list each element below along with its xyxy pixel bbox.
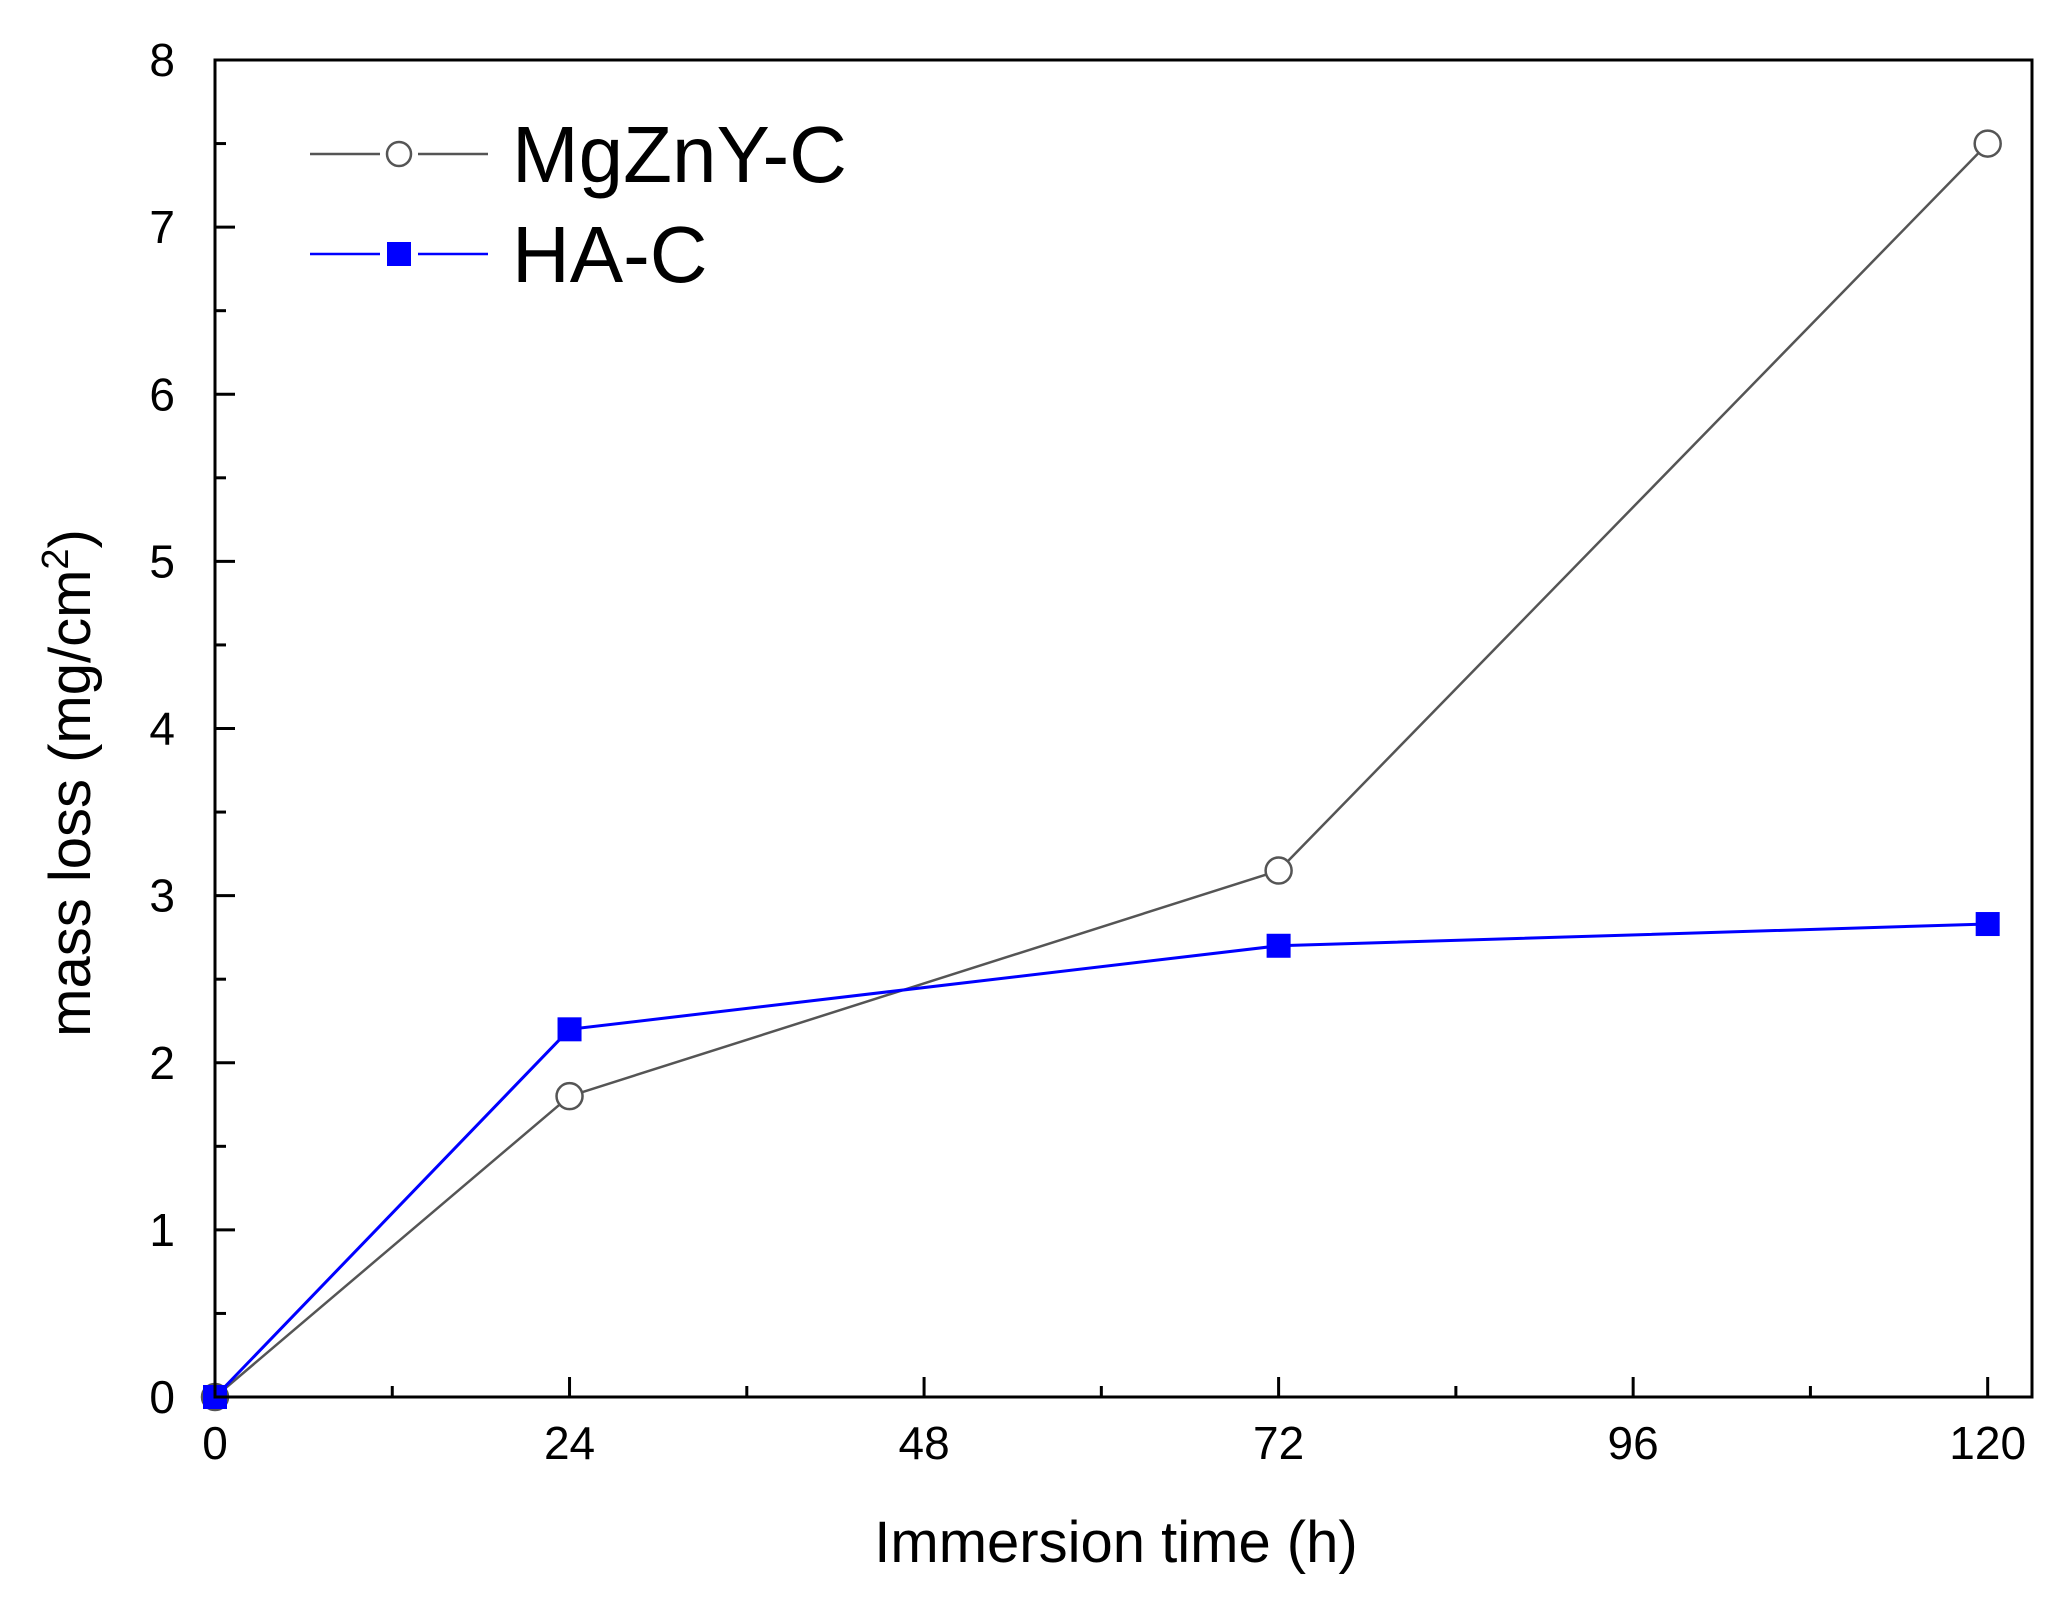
ticks-layer — [213, 58, 1990, 1399]
y-axis-title-main: mass loss (mg/cm — [38, 570, 103, 1037]
legend-marker-mgzny — [385, 140, 413, 168]
y-axis-title-sup: 2 — [35, 548, 77, 569]
point-mgzny-c-72 — [1264, 856, 1293, 885]
y-axis-title-close: ) — [38, 529, 103, 548]
y-tick-label-5: 5 — [149, 535, 175, 587]
x-tick-label-0: 0 — [202, 1417, 228, 1469]
y-tick-label-7: 7 — [149, 201, 175, 253]
tick-labels-layer: 0 24 48 72 96 120 0 1 2 3 4 5 6 7 8 — [149, 34, 2026, 1469]
legend-label-ha: HA-C — [512, 210, 708, 299]
x-tick-label-120: 120 — [1949, 1417, 2026, 1469]
point-mgzny-c-24 — [555, 1081, 584, 1111]
x-tick-label-24: 24 — [544, 1417, 595, 1469]
y-tick-label-8: 8 — [149, 34, 175, 86]
x-tick-label-72: 72 — [1253, 1417, 1304, 1469]
series-line-ha-c — [213, 922, 1988, 1399]
x-tick-label-96: 96 — [1608, 1417, 1659, 1469]
y-tick-label-1: 1 — [149, 1204, 175, 1256]
plot-frame — [213, 58, 2034, 1399]
y-tick-label-4: 4 — [149, 703, 175, 755]
x-axis-title: Immersion time (h) — [874, 1510, 1357, 1575]
legend: MgZnY-C HA-C — [310, 110, 847, 299]
legend-entry-mgzny: MgZnY-C — [310, 110, 847, 199]
legend-marker-ha — [387, 242, 411, 266]
series-layer — [200, 129, 2002, 1412]
point-ha-c-24 — [557, 1017, 582, 1042]
y-tick-label-2: 2 — [149, 1037, 175, 1089]
point-mgzny-c-120 — [1973, 129, 2002, 158]
point-ha-c-120 — [1975, 912, 2000, 937]
y-axis-title: mass loss (mg/cm2) — [35, 529, 103, 1037]
y-tick-label-3: 3 — [149, 870, 175, 922]
legend-label-mgzny: MgZnY-C — [512, 110, 847, 199]
legend-entry-ha: HA-C — [310, 210, 708, 299]
y-tick-label-0: 0 — [149, 1371, 175, 1423]
point-ha-c-72 — [1266, 933, 1291, 958]
y-tick-label-6: 6 — [149, 368, 175, 420]
x-tick-label-48: 48 — [898, 1417, 949, 1469]
series-line-mgzny-c — [214, 142, 1989, 1398]
